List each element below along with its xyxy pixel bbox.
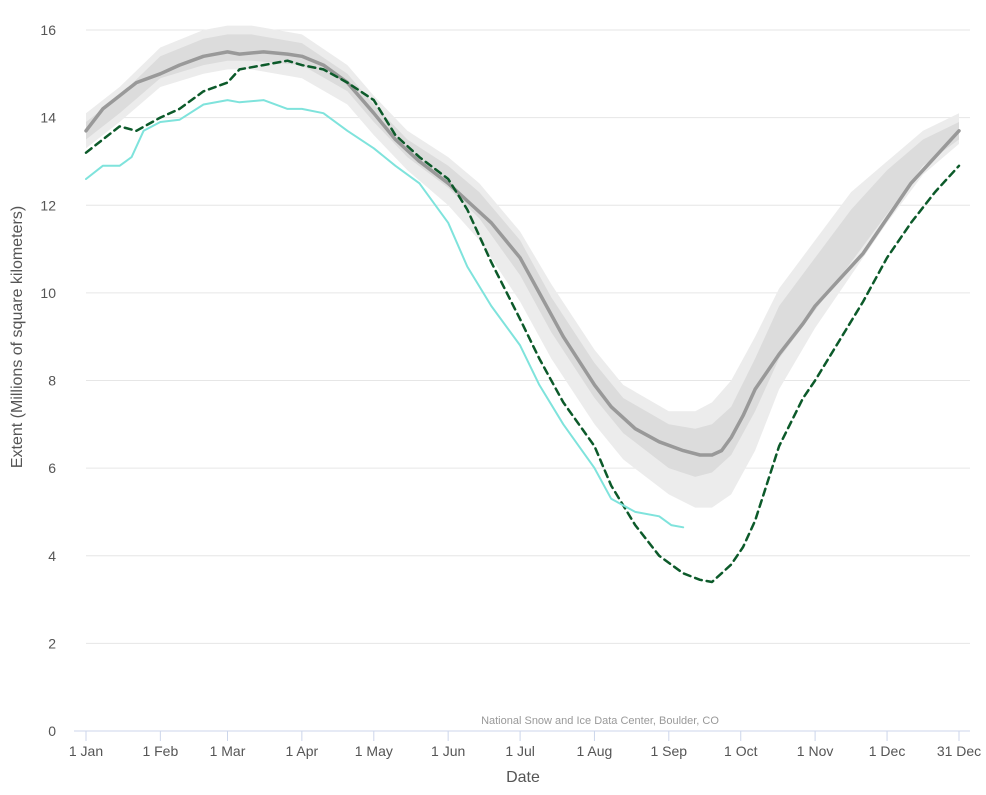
y-axis-title: Extent (Millions of square kilometers) [9,206,26,468]
axes: 0 2 4 6 8 10 12 14 16 1 Jan 1 Feb 1 Mar 1 Apr 1 May 1 … [40,22,981,759]
y-tick-label: 14 [40,110,56,126]
x-tick-label: 1 Jul [505,743,535,759]
x-tick-label: 31 Dec [937,743,981,759]
x-tick-label: 1 Aug [577,743,613,759]
y-tick-label: 6 [48,460,56,476]
y-tick-label: 10 [40,285,56,301]
chart-credit: National Snow and Ice Data Center, Bould… [481,715,719,727]
x-tick-label: 1 Jan [69,743,103,759]
band-inner-range [86,34,959,477]
x-tick-label: 1 Jun [431,743,465,759]
x-tick-label: 1 May [355,743,393,759]
y-tick-label: 16 [40,22,56,38]
range-bands [86,25,959,508]
y-tick-label: 8 [48,373,56,389]
x-tick-label: 1 Sep [651,743,688,759]
x-axis-title: Date [506,769,540,786]
y-tick-label: 4 [48,548,56,564]
x-tick-label: 1 Feb [142,743,178,759]
x-tick-label: 1 Dec [869,743,906,759]
y-tick-label: 0 [48,723,56,739]
y-tick-label: 12 [40,197,56,213]
x-tick-label: 1 Nov [797,743,834,759]
series-line-current [85,99,685,529]
series-line-dashed [84,59,961,584]
series-line-median [84,50,961,457]
x-tick-label: 1 Oct [724,743,758,759]
y-tick-label: 2 [48,635,56,651]
x-tick-label: 1 Mar [210,743,246,759]
x-tick-label: 1 Apr [286,743,319,759]
series-lines [84,50,961,584]
